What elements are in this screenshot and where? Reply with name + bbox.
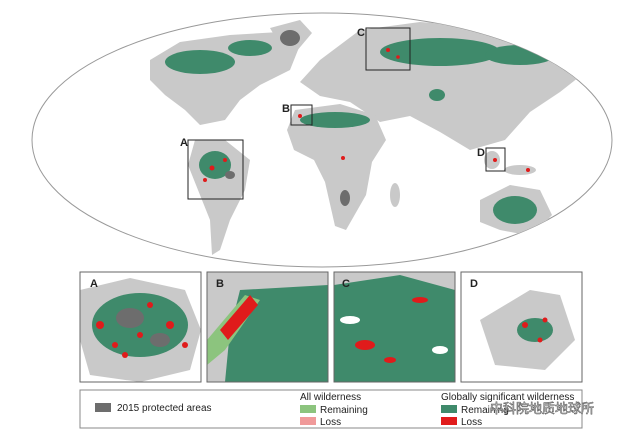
legend-label: Loss <box>320 417 341 428</box>
box-label: A <box>180 137 188 149</box>
legend-label: 2015 protected areas <box>117 403 212 414</box>
inset-label: A <box>90 278 98 290</box>
legend-label: Loss <box>461 417 482 428</box>
box-label: C <box>357 27 365 39</box>
inset-label: D <box>470 278 478 290</box>
box-label: D <box>477 147 485 159</box>
legend-label: Remaining <box>461 405 509 416</box>
world-map: A B C D <box>31 12 613 268</box>
inset-label: C <box>342 278 350 290</box>
legend-title: Globally significant wilderness <box>441 392 574 403</box>
box-label: B <box>282 103 290 115</box>
inset-d: D <box>460 271 583 383</box>
legend: 2015 protected areas All wilderness Rema… <box>79 389 583 429</box>
legend-title: All wilderness <box>300 392 361 403</box>
watermark: 中科院地质地球所 <box>490 401 594 416</box>
inset-c: C <box>333 271 456 383</box>
inset-label: B <box>216 278 224 290</box>
inset-a: A <box>79 271 202 383</box>
legend-label: Remaining <box>320 405 368 416</box>
inset-b: B <box>206 271 329 383</box>
